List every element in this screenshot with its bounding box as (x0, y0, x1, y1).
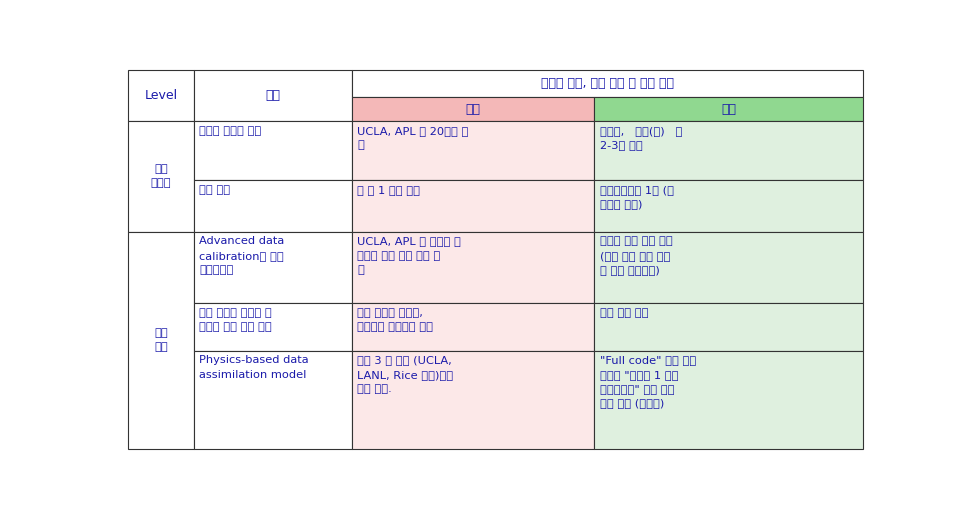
Bar (594, 97, 863, 121)
Text: 미국: 미국 (466, 102, 481, 116)
Bar (352, 97, 594, 121)
Text: 연구자 집단의 크기: 연구자 집단의 크기 (200, 125, 262, 136)
Bar (594, 303, 863, 351)
Text: 충북대,   천문(연)   등
2-3개 기관: 충북대, 천문(연) 등 2-3개 기관 (599, 125, 682, 150)
Text: UCLA, APL 등 다수의 기
관에서 개발 경험 아주 많
음: UCLA, APL 등 다수의 기 관에서 개발 경험 아주 많 음 (357, 237, 461, 275)
Text: 기본
인프라: 기본 인프라 (151, 164, 172, 188)
Bar (194, 303, 352, 351)
Text: 한국: 한국 (721, 102, 736, 116)
Text: 최소 3 개 기관 (UCLA,
LANL, Rice 대학)에서
개발 중임.: 최소 3 개 기관 (UCLA, LANL, Rice 대학)에서 개발 중임. (357, 355, 454, 394)
Bar (594, 180, 863, 232)
Text: UCLA, APL 등 20여개 기
관: UCLA, APL 등 20여개 기 관 (357, 125, 469, 150)
Bar (594, 351, 863, 449)
Text: 고급
기술: 고급 기술 (154, 328, 168, 352)
Text: 개발 경험 없음: 개발 경험 없음 (599, 308, 648, 318)
Bar (594, 232, 863, 303)
Bar (352, 180, 594, 232)
Bar (352, 70, 863, 97)
Text: 연구력 수준, 기술 경험 및 확보 현황: 연구력 수준, 기술 경험 및 확보 현황 (540, 77, 674, 90)
Text: Level: Level (145, 89, 178, 102)
Text: "Full code" 개발 경험
없으나 "간단한 1 차원
물리모델링" 코드 개발
경험 있음 (충북대): "Full code" 개발 경험 없으나 "간단한 1 차원 물리모델링" 코… (599, 355, 696, 409)
Bar (194, 351, 352, 449)
Bar (128, 121, 194, 232)
Bar (594, 121, 863, 180)
Bar (194, 180, 352, 232)
Bar (128, 70, 194, 121)
Text: 약간의 개발 경험 있음
(국내 과학 위성 탑재
체 개발 참여자들): 약간의 개발 경험 있음 (국내 과학 위성 탑재 체 개발 참여자들) (599, 237, 673, 275)
Text: 위 표 1 외에 다수: 위 표 1 외에 다수 (357, 185, 421, 195)
Bar (128, 232, 194, 449)
Bar (194, 70, 352, 121)
Text: 관측 위성: 관측 위성 (200, 185, 231, 195)
Text: 관측 자료를 기초로 한
경험적 단기 예보 모델: 관측 자료를 기초로 한 경험적 단기 예보 모델 (200, 308, 272, 332)
Bar (352, 232, 594, 303)
Text: 항목: 항목 (265, 89, 281, 102)
Text: 매우 제한적 이지만,
개발되어 사용되고 있음: 매우 제한적 이지만, 개발되어 사용되고 있음 (357, 308, 433, 332)
Text: 과학기술위성 1호 (부
탑재체 일부): 과학기술위성 1호 (부 탑재체 일부) (599, 185, 674, 209)
Bar (194, 121, 352, 180)
Bar (194, 232, 352, 303)
Bar (352, 303, 594, 351)
Text: Advanced data
calibration을 위한
소프트웨어: Advanced data calibration을 위한 소프트웨어 (200, 237, 285, 275)
Bar (352, 121, 594, 180)
Bar (352, 351, 594, 449)
Text: Physics-based data
assimilation model: Physics-based data assimilation model (200, 355, 309, 380)
